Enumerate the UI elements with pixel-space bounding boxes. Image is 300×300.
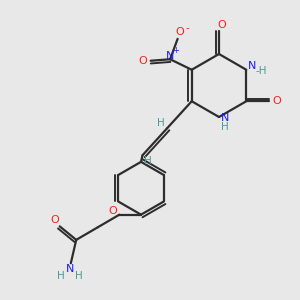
Text: -: - bbox=[186, 23, 189, 33]
Text: N: N bbox=[248, 61, 256, 71]
Text: N: N bbox=[221, 113, 229, 124]
Text: O: O bbox=[272, 96, 281, 106]
Text: O: O bbox=[138, 56, 147, 66]
Text: N: N bbox=[166, 51, 174, 61]
Text: H: H bbox=[75, 272, 83, 281]
Text: +: + bbox=[172, 46, 179, 55]
Text: O: O bbox=[108, 206, 117, 216]
Text: H: H bbox=[144, 156, 152, 166]
Text: O: O bbox=[217, 20, 226, 30]
Text: -H: -H bbox=[256, 66, 267, 76]
Text: H: H bbox=[221, 122, 229, 132]
Text: O: O bbox=[176, 27, 184, 37]
Text: N: N bbox=[66, 264, 74, 274]
Text: O: O bbox=[50, 215, 59, 225]
Text: H: H bbox=[157, 118, 164, 128]
Text: H: H bbox=[57, 272, 65, 281]
